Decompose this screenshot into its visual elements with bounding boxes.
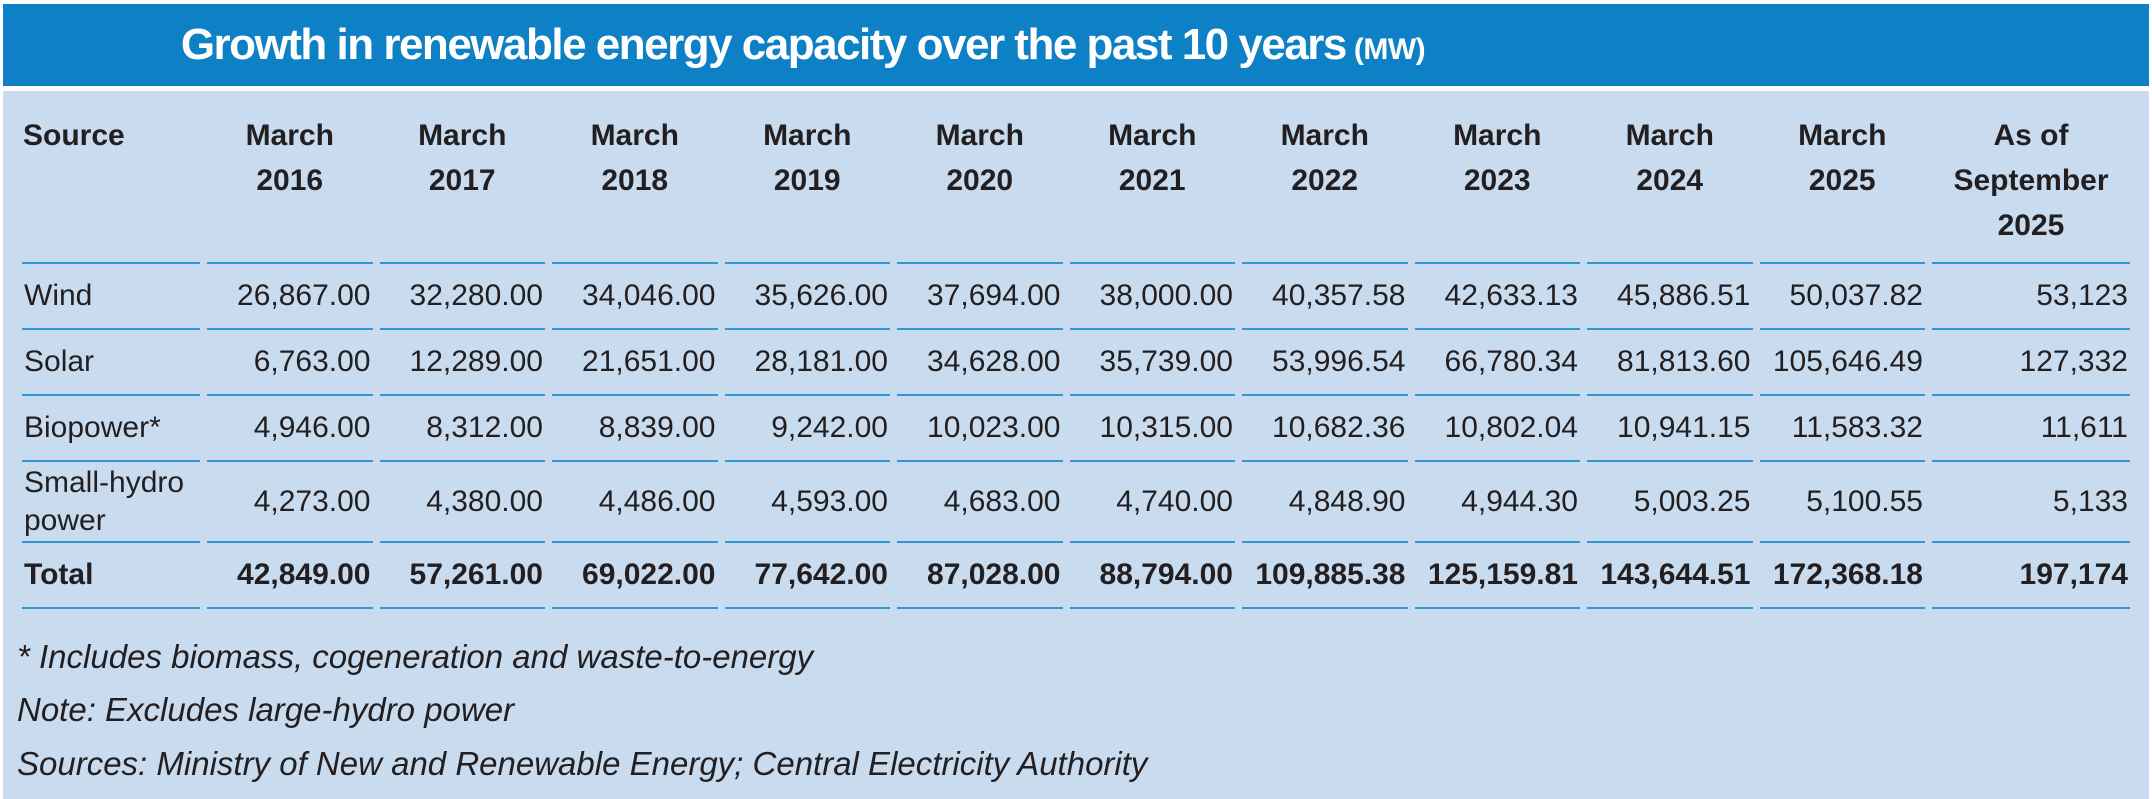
value-cell: 11,583.32 xyxy=(1760,396,1926,462)
value-cell: 5,100.55 xyxy=(1760,462,1926,543)
value-cell: 87,028.00 xyxy=(897,543,1063,609)
row-label: Wind xyxy=(22,264,200,330)
value-cell: 34,628.00 xyxy=(897,330,1063,396)
value-cell: 4,848.90 xyxy=(1242,462,1408,543)
value-cell: 8,312.00 xyxy=(380,396,546,462)
value-cell: 35,739.00 xyxy=(1070,330,1236,396)
value-cell: 66,780.34 xyxy=(1415,330,1581,396)
value-cell: 127,332 xyxy=(1932,330,2130,396)
value-cell: 5,003.25 xyxy=(1587,462,1753,543)
value-cell: 9,242.00 xyxy=(725,396,891,462)
title-container: Growth in renewable energy capacity over… xyxy=(3,20,1603,70)
row-label: Total xyxy=(22,543,200,609)
value-cell: 40,357.58 xyxy=(1242,264,1408,330)
infographic-table: Growth in renewable energy capacity over… xyxy=(3,4,2149,793)
value-cell: 4,273.00 xyxy=(207,462,373,543)
value-cell: 4,946.00 xyxy=(207,396,373,462)
value-cell: 42,849.00 xyxy=(207,543,373,609)
value-cell: 4,593.00 xyxy=(725,462,891,543)
value-cell: 26,867.00 xyxy=(207,264,373,330)
value-cell: 50,037.82 xyxy=(1760,264,1926,330)
value-cell: 109,885.38 xyxy=(1242,543,1408,609)
value-cell: 10,315.00 xyxy=(1070,396,1236,462)
value-cell: 34,046.00 xyxy=(552,264,718,330)
value-cell: 143,644.51 xyxy=(1587,543,1753,609)
value-cell: 53,123 xyxy=(1932,264,2130,330)
value-cell: 81,813.60 xyxy=(1587,330,1753,396)
value-cell: 4,380.00 xyxy=(380,462,546,543)
value-cell: 4,740.00 xyxy=(1070,462,1236,543)
value-cell: 45,886.51 xyxy=(1587,264,1753,330)
value-cell: 11,611 xyxy=(1932,396,2130,462)
column-header-period: March 2019 xyxy=(725,95,891,264)
value-cell: 172,368.18 xyxy=(1760,543,1926,609)
value-cell: 125,159.81 xyxy=(1415,543,1581,609)
column-header-period: March 2016 xyxy=(207,95,373,264)
row-label: Solar xyxy=(22,330,200,396)
footnote-biopower: * Includes biomass, cogeneration and was… xyxy=(17,639,2137,675)
value-cell: 35,626.00 xyxy=(725,264,891,330)
column-header-period: March 2020 xyxy=(897,95,1063,264)
value-cell: 77,642.00 xyxy=(725,543,891,609)
column-header-period: March 2021 xyxy=(1070,95,1236,264)
title-bar: Growth in renewable energy capacity over… xyxy=(3,4,2149,86)
column-header-period: As of September 2025 xyxy=(1932,95,2130,264)
value-cell: 10,802.04 xyxy=(1415,396,1581,462)
column-header-period: March 2023 xyxy=(1415,95,1581,264)
value-cell: 12,289.00 xyxy=(380,330,546,396)
value-cell: 4,683.00 xyxy=(897,462,1063,543)
column-header-period: March 2024 xyxy=(1587,95,1753,264)
value-cell: 42,633.13 xyxy=(1415,264,1581,330)
value-cell: 53,996.54 xyxy=(1242,330,1408,396)
value-cell: 4,486.00 xyxy=(552,462,718,543)
value-cell: 5,133 xyxy=(1932,462,2130,543)
row-label: Small-hydro power xyxy=(22,462,200,543)
value-cell: 38,000.00 xyxy=(1070,264,1236,330)
column-header-period: March 2018 xyxy=(552,95,718,264)
value-cell: 28,181.00 xyxy=(725,330,891,396)
page-title: Growth in renewable energy capacity over… xyxy=(181,20,1346,69)
value-cell: 10,682.36 xyxy=(1242,396,1408,462)
value-cell: 10,023.00 xyxy=(897,396,1063,462)
value-cell: 197,174 xyxy=(1932,543,2130,609)
value-cell: 37,694.00 xyxy=(897,264,1063,330)
column-header-source: Source xyxy=(22,95,200,264)
value-cell: 6,763.00 xyxy=(207,330,373,396)
footnote-excludes: Note: Excludes large-hydro power xyxy=(17,692,2137,728)
value-cell: 10,941.15 xyxy=(1587,396,1753,462)
column-header-period: March 2025 xyxy=(1760,95,1926,264)
title-unit: (MW) xyxy=(1354,33,1425,66)
value-cell: 8,839.00 xyxy=(552,396,718,462)
footnote-sources: Sources: Ministry of New and Renewable E… xyxy=(17,746,2137,782)
value-cell: 69,022.00 xyxy=(552,543,718,609)
column-header-period: March 2017 xyxy=(380,95,546,264)
column-header-period: March 2022 xyxy=(1242,95,1408,264)
value-cell: 88,794.00 xyxy=(1070,543,1236,609)
value-cell: 57,261.00 xyxy=(380,543,546,609)
value-cell: 21,651.00 xyxy=(552,330,718,396)
footnotes: * Includes biomass, cogeneration and was… xyxy=(17,639,2137,782)
value-cell: 4,944.30 xyxy=(1415,462,1581,543)
value-cell: 32,280.00 xyxy=(380,264,546,330)
value-cell: 105,646.49 xyxy=(1760,330,1926,396)
row-label: Biopower* xyxy=(22,396,200,462)
